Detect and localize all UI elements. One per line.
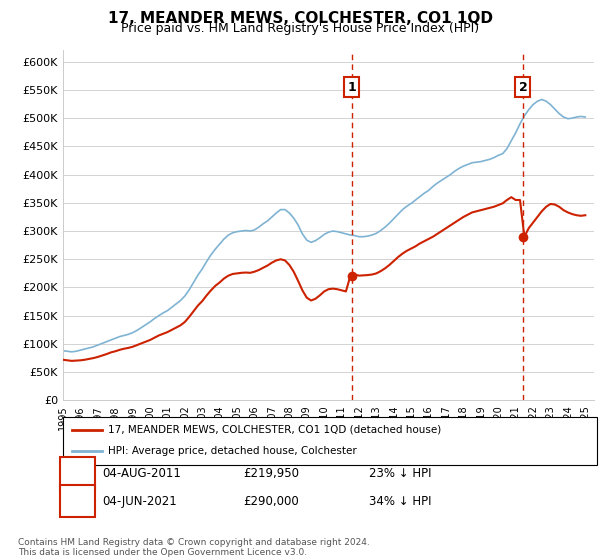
Text: 04-AUG-2011: 04-AUG-2011 [102,466,181,480]
Text: 2: 2 [518,81,527,94]
Text: 2: 2 [73,494,82,508]
Text: £290,000: £290,000 [243,494,299,508]
Text: £219,950: £219,950 [243,466,299,480]
Text: 1: 1 [73,466,82,480]
Text: 04-JUN-2021: 04-JUN-2021 [102,494,177,508]
Text: 17, MEANDER MEWS, COLCHESTER, CO1 1QD (detached house): 17, MEANDER MEWS, COLCHESTER, CO1 1QD (d… [108,424,441,435]
Text: 17, MEANDER MEWS, COLCHESTER, CO1 1QD: 17, MEANDER MEWS, COLCHESTER, CO1 1QD [107,11,493,26]
Text: Contains HM Land Registry data © Crown copyright and database right 2024.
This d: Contains HM Land Registry data © Crown c… [18,538,370,557]
Text: Price paid vs. HM Land Registry's House Price Index (HPI): Price paid vs. HM Land Registry's House … [121,22,479,35]
Text: HPI: Average price, detached house, Colchester: HPI: Average price, detached house, Colc… [108,446,357,456]
Text: 1: 1 [347,81,356,94]
Text: 34% ↓ HPI: 34% ↓ HPI [369,494,431,508]
Text: 23% ↓ HPI: 23% ↓ HPI [369,466,431,480]
